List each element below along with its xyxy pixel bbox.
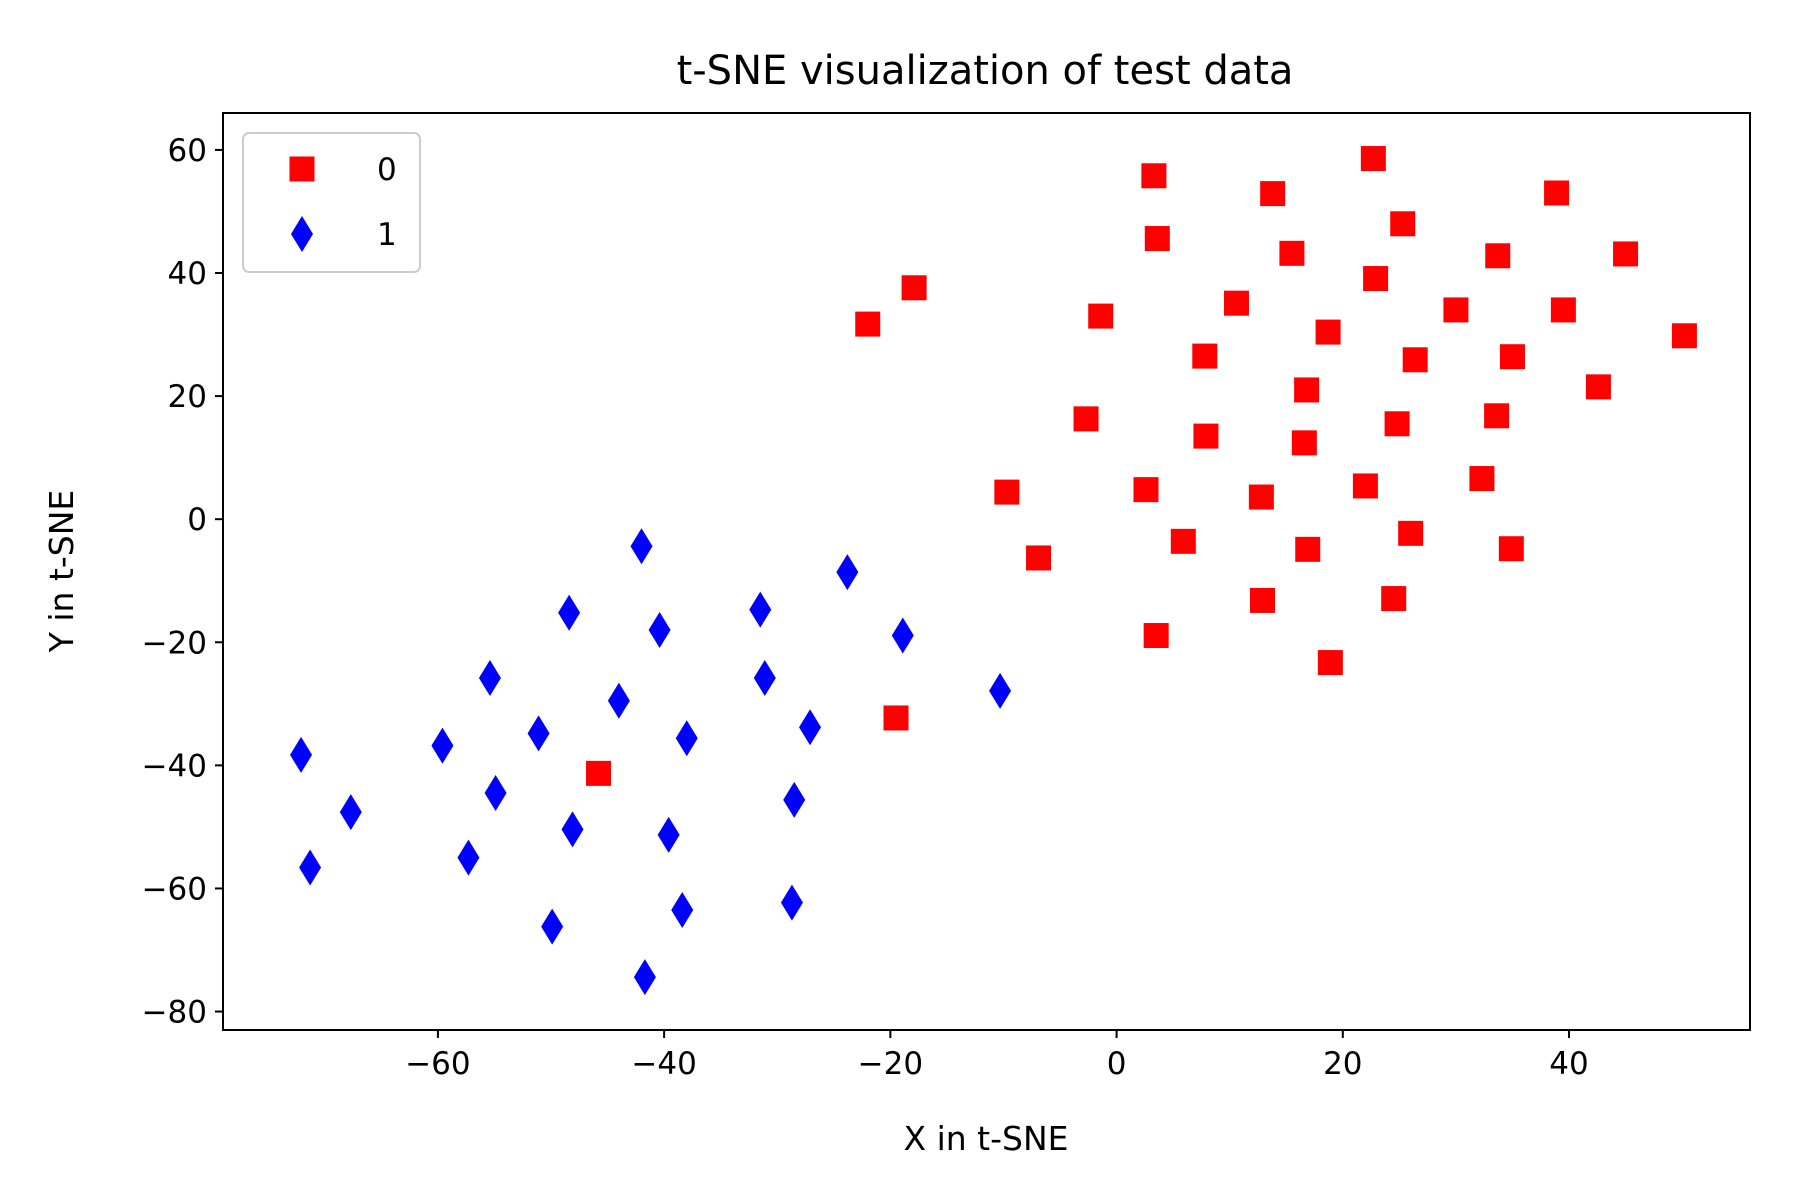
data-point-class-1 [989, 672, 1012, 709]
data-point-class-0 [1398, 520, 1424, 546]
x-tick-label: −40 [631, 1046, 696, 1082]
data-point-class-0 [1469, 466, 1495, 492]
legend-frame [242, 132, 421, 273]
ticks-layer: −60 −40 −20 0 20 40 60 40 20 0 −20 −40 −60 −80 [142, 133, 1589, 1082]
x-tick-label: 20 [1323, 1046, 1362, 1082]
data-point-class-0 [855, 311, 881, 337]
data-point-class-0 [1223, 290, 1249, 316]
points-layer [290, 146, 1697, 996]
data-point-class-0 [1484, 403, 1510, 429]
data-point-class-1 [753, 659, 776, 696]
x-tick-label: 40 [1549, 1046, 1588, 1082]
data-point-class-0 [1193, 423, 1219, 449]
data-point-class-1 [799, 709, 822, 746]
data-point-class-1 [783, 781, 806, 818]
y-tick-label: −60 [142, 871, 207, 907]
data-point-class-1 [749, 591, 772, 628]
data-point-class-0 [1291, 430, 1317, 456]
data-point-class-0 [1248, 484, 1274, 510]
data-point-class-0 [1402, 347, 1428, 373]
y-axis-label: Y in t-SNE [42, 490, 81, 654]
data-point-class-1 [607, 682, 630, 719]
data-point-class-0 [901, 275, 927, 301]
data-point-class-0 [1613, 241, 1639, 267]
data-point-class-1 [648, 611, 671, 648]
data-point-class-0 [994, 479, 1020, 505]
data-point-class-0 [1249, 587, 1275, 613]
data-point-class-0 [1485, 243, 1511, 269]
data-point-class-0 [1026, 545, 1052, 571]
data-point-class-1 [290, 736, 313, 773]
data-point-class-1 [478, 659, 501, 696]
data-point-class-0 [1443, 297, 1469, 323]
data-point-class-1 [561, 811, 584, 848]
y-tick-label: −40 [142, 748, 207, 784]
data-point-class-0 [1544, 180, 1570, 206]
chart-title: t-SNE visualization of test data [677, 48, 1294, 94]
data-point-class-0 [1143, 623, 1169, 649]
data-point-class-0 [1295, 536, 1321, 562]
legend-marker-class-1 [291, 216, 313, 252]
data-point-class-1 [541, 908, 564, 945]
data-point-class-0 [1279, 240, 1305, 266]
data-point-class-0 [1170, 528, 1196, 554]
y-tick-label: 0 [187, 502, 207, 538]
x-tick-label: −20 [858, 1046, 923, 1082]
data-point-class-0 [1585, 374, 1611, 400]
legend: 01 [242, 132, 421, 273]
data-point-class-0 [1363, 266, 1389, 292]
data-point-class-1 [527, 715, 550, 752]
data-point-class-0 [1498, 536, 1524, 562]
data-point-class-0 [1360, 146, 1386, 172]
data-point-class-1 [633, 959, 656, 996]
data-point-class-1 [657, 816, 680, 853]
data-point-class-0 [1315, 319, 1341, 345]
data-point-class-1 [457, 839, 480, 876]
data-point-class-1 [299, 849, 322, 886]
x-tick-label: −60 [405, 1046, 470, 1082]
y-tick-label: 60 [168, 133, 207, 169]
data-point-class-0 [1671, 323, 1697, 349]
data-point-class-1 [836, 554, 859, 591]
data-point-class-0 [1260, 181, 1286, 207]
x-axis-label: X in t-SNE [904, 1119, 1069, 1158]
legend-items: 01 [289, 152, 397, 253]
data-point-class-1 [630, 528, 653, 565]
data-point-class-0 [1073, 406, 1099, 432]
data-point-class-0 [1384, 411, 1410, 437]
plot-area: −60 −40 −20 0 20 40 60 40 20 0 −20 −40 −60 −80 [142, 112, 1751, 1082]
data-point-class-1 [484, 775, 507, 812]
data-point-class-0 [1390, 211, 1416, 237]
data-point-class-0 [1192, 343, 1218, 369]
data-point-class-0 [1352, 473, 1378, 499]
data-point-class-0 [1381, 586, 1407, 612]
data-point-class-0 [586, 760, 612, 786]
data-point-class-0 [1141, 163, 1167, 189]
data-point-class-0 [1317, 650, 1343, 676]
data-point-class-1 [558, 594, 581, 631]
y-tick-label: 20 [168, 379, 207, 415]
plot-frame [222, 112, 1751, 1031]
data-point-class-1 [431, 727, 454, 764]
data-point-class-0 [883, 705, 909, 731]
data-point-class-0 [1088, 303, 1114, 329]
y-tick-label: −20 [142, 625, 207, 661]
data-point-class-1 [780, 884, 803, 921]
data-point-class-0 [1144, 226, 1170, 252]
y-tick-label: −80 [142, 995, 207, 1031]
data-point-class-0 [1133, 477, 1159, 503]
data-point-class-0 [1550, 297, 1576, 323]
legend-marker-class-0 [289, 156, 315, 182]
data-point-class-1 [891, 617, 914, 654]
data-point-class-1 [339, 794, 362, 831]
data-point-class-0 [1294, 377, 1320, 403]
legend-label-class-1: 1 [377, 217, 397, 253]
data-point-class-1 [671, 891, 694, 928]
x-tick-label: 0 [1107, 1046, 1127, 1082]
data-point-class-0 [1499, 344, 1525, 370]
legend-label-class-0: 0 [377, 152, 397, 188]
y-tick-label: 40 [168, 256, 207, 292]
data-point-class-1 [675, 720, 698, 757]
